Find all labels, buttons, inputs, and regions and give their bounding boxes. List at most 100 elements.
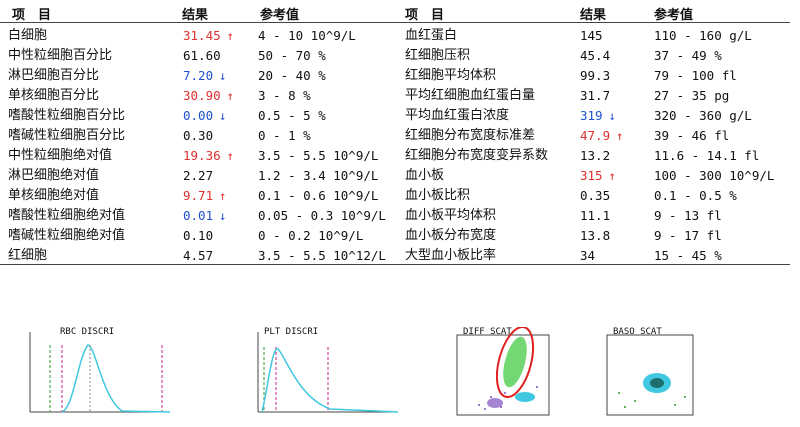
test-name: 中性粒细胞绝对值 — [8, 148, 113, 163]
test-value: 61.60 — [183, 46, 221, 66]
reference-range: 0 - 0.2 10^9/L — [258, 228, 364, 243]
header-divider — [0, 22, 790, 23]
test-value: 19.36 ↑ — [183, 146, 234, 166]
plt-graph-label: PLT DISCRI — [264, 327, 319, 337]
test-name: 红细胞压积 — [405, 48, 471, 63]
test-value-text: 13.8 — [580, 228, 611, 243]
test-value: 0.10 — [183, 226, 213, 246]
test-value: 145 — [580, 26, 603, 46]
reference-range: 3.5 - 5.5 10^12/L — [258, 248, 386, 263]
test-value: 315 ↑ — [580, 166, 616, 186]
baso-graph-label: BASO SCAT — [613, 327, 662, 337]
test-value: 319 ↓ — [580, 106, 616, 126]
test-value: 13.8 — [580, 226, 610, 246]
header-ref-right: 参考值 — [654, 8, 694, 23]
rbc-histogram: RBC DISCRI — [22, 327, 172, 417]
reference-range: 9 - 13 fl — [654, 208, 722, 223]
arrow-down-icon: ↓ — [608, 109, 616, 123]
test-value-text: 0.10 — [183, 228, 214, 243]
reference-range: 9 - 17 fl — [654, 228, 722, 243]
header-item-right: 项 目 — [405, 8, 445, 23]
test-value: 0.35 — [580, 186, 610, 206]
test-value-text: 47.9 — [580, 128, 611, 143]
diff-scatter: DIFF SCAT — [455, 325, 605, 417]
test-name: 嗜碱性粒细胞百分比 — [8, 128, 126, 143]
test-value-text: 9.71 — [183, 188, 214, 203]
reference-range: 3 - 8 % — [258, 88, 311, 103]
test-name: 嗜酸性粒细胞百分比 — [8, 108, 126, 123]
test-value-text: 45.4 — [580, 48, 611, 63]
reference-range: 0.05 - 0.3 10^9/L — [258, 208, 386, 223]
test-name: 血小板分布宽度 — [405, 228, 497, 243]
test-value-text: 0.35 — [580, 188, 611, 203]
test-value: 0.01 ↓ — [183, 206, 226, 226]
reference-range: 1.2 - 3.4 10^9/L — [258, 168, 379, 183]
table-bottom-divider — [0, 264, 790, 265]
reference-range: 100 - 300 10^9/L — [654, 168, 775, 183]
reference-range: 37 - 49 % — [654, 48, 722, 63]
test-value-text: 19.36 — [183, 148, 221, 163]
rbc-graph-label: RBC DISCRI — [60, 327, 115, 337]
header-ref-left: 参考值 — [260, 8, 300, 23]
test-name: 淋巴细胞百分比 — [8, 68, 100, 83]
test-name: 红细胞 — [8, 248, 48, 263]
test-value-text: 4.57 — [183, 248, 214, 263]
arrow-down-icon: ↓ — [219, 109, 227, 123]
test-value: 11.1 — [580, 206, 610, 226]
test-value: 34 — [580, 246, 595, 266]
test-name: 嗜酸性粒细胞绝对值 — [8, 208, 126, 223]
diff-graph-label: DIFF SCAT — [463, 327, 512, 337]
test-value-text: 0.01 — [183, 208, 214, 223]
baso-scatter-plot — [606, 334, 694, 416]
reference-range: 15 - 45 % — [654, 248, 722, 263]
test-value-text: 0.00 — [183, 108, 214, 123]
header-result-right: 结果 — [580, 8, 607, 23]
arrow-down-icon: ↓ — [219, 69, 227, 83]
test-value-text: 319 — [580, 108, 603, 123]
test-name: 单核细胞绝对值 — [8, 188, 100, 203]
test-value: 7.20 ↓ — [183, 66, 226, 86]
test-value-text: 315 — [580, 168, 603, 183]
reference-range: 3.5 - 5.5 10^9/L — [258, 148, 379, 163]
test-name: 嗜碱性粒细胞绝对值 — [8, 228, 126, 243]
test-name: 血小板 — [405, 168, 445, 183]
test-value-text: 11.1 — [580, 208, 611, 223]
test-value-text: 145 — [580, 28, 603, 43]
test-name: 红细胞分布宽度标准差 — [405, 128, 536, 143]
test-name: 白细胞 — [8, 28, 48, 43]
test-value: 13.2 — [580, 146, 610, 166]
test-value: 99.3 — [580, 66, 610, 86]
diff-scatter-plot — [456, 325, 550, 416]
test-name: 淋巴细胞绝对值 — [8, 168, 100, 183]
reference-range: 11.6 - 14.1 fl — [654, 148, 760, 163]
test-value: 31.45 ↑ — [183, 26, 234, 46]
plt-histogram-plot — [257, 332, 399, 413]
reference-range: 0.5 - 5 % — [258, 108, 326, 123]
test-value-text: 99.3 — [580, 68, 611, 83]
test-name: 血红蛋白 — [405, 28, 458, 43]
test-name: 血小板平均体积 — [405, 208, 497, 223]
reference-range: 27 - 35 pg — [654, 88, 730, 103]
test-value-text: 2.27 — [183, 168, 214, 183]
reference-range: 0.1 - 0.5 % — [654, 188, 737, 203]
reference-range: 79 - 100 fl — [654, 68, 737, 83]
test-value-text: 13.2 — [580, 148, 611, 163]
arrow-up-icon: ↑ — [226, 89, 234, 103]
test-value-text: 34 — [580, 248, 596, 263]
test-name: 红细胞平均体积 — [405, 68, 497, 83]
rbc-histogram-plot — [29, 332, 171, 413]
arrow-up-icon: ↑ — [226, 29, 234, 43]
test-value-text: 0.30 — [183, 128, 214, 143]
test-value: 47.9 ↑ — [580, 126, 623, 146]
reference-range: 0 - 1 % — [258, 128, 311, 143]
test-name: 红细胞分布宽度变异系数 — [405, 148, 549, 163]
test-value: 0.30 — [183, 126, 213, 146]
test-value: 4.57 — [183, 246, 213, 266]
arrow-up-icon: ↑ — [616, 129, 624, 143]
test-value-text: 31.7 — [580, 88, 611, 103]
reference-range: 4 - 10 10^9/L — [258, 28, 356, 43]
test-name: 平均血红蛋白浓度 — [405, 108, 510, 123]
test-value: 2.27 — [183, 166, 213, 186]
reference-range: 39 - 46 fl — [654, 128, 730, 143]
arrow-down-icon: ↓ — [219, 209, 227, 223]
